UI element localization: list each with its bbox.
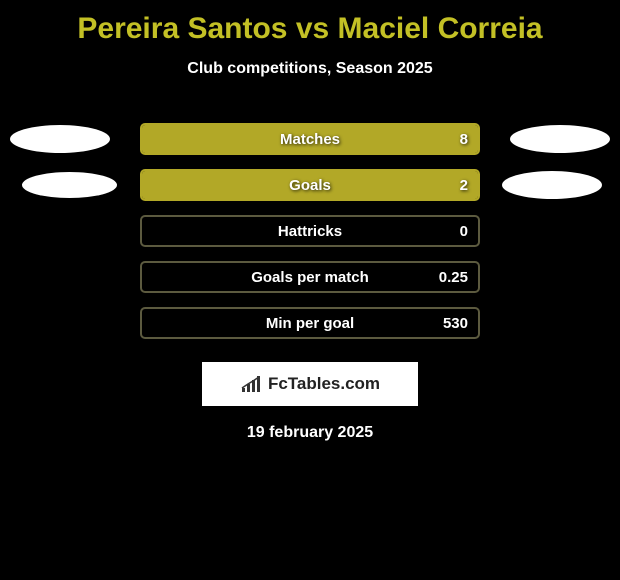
stat-bar: Hattricks 0 xyxy=(140,215,480,247)
stat-row: Min per goal 530 xyxy=(0,300,620,346)
stat-value: 8 xyxy=(460,131,468,148)
stat-bar: Min per goal 530 xyxy=(140,307,480,339)
stat-label: Hattricks xyxy=(278,223,342,240)
logo-text: FcTables.com xyxy=(268,374,380,394)
date-text: 19 february 2025 xyxy=(0,424,620,442)
stat-value: 530 xyxy=(443,315,468,332)
stat-value: 0.25 xyxy=(439,269,468,286)
subtitle: Club competitions, Season 2025 xyxy=(0,60,620,78)
stat-value: 0 xyxy=(460,223,468,240)
chart-icon xyxy=(240,374,264,394)
stat-row: Goals 2 xyxy=(0,162,620,208)
stat-bar: Goals 2 xyxy=(140,169,480,201)
stat-row: Hattricks 0 xyxy=(0,208,620,254)
logo-box[interactable]: FcTables.com xyxy=(202,362,418,406)
player-right-ellipse xyxy=(502,171,602,199)
player-left-ellipse xyxy=(10,125,110,153)
stat-bar: Goals per match 0.25 xyxy=(140,261,480,293)
stat-bar: Matches 8 xyxy=(140,123,480,155)
stats-area: Matches 8 Goals 2 Hattricks 0 Goals per match 0… xyxy=(0,116,620,346)
stat-label: Min per goal xyxy=(266,315,354,332)
stat-value: 2 xyxy=(460,177,468,194)
page-title: Pereira Santos vs Maciel Correia xyxy=(0,0,620,46)
stat-label: Goals xyxy=(289,177,331,194)
stat-label: Matches xyxy=(280,131,340,148)
player-right-ellipse xyxy=(510,125,610,153)
stat-row: Goals per match 0.25 xyxy=(0,254,620,300)
stat-label: Goals per match xyxy=(251,269,369,286)
stat-row: Matches 8 xyxy=(0,116,620,162)
player-left-ellipse xyxy=(22,172,117,198)
